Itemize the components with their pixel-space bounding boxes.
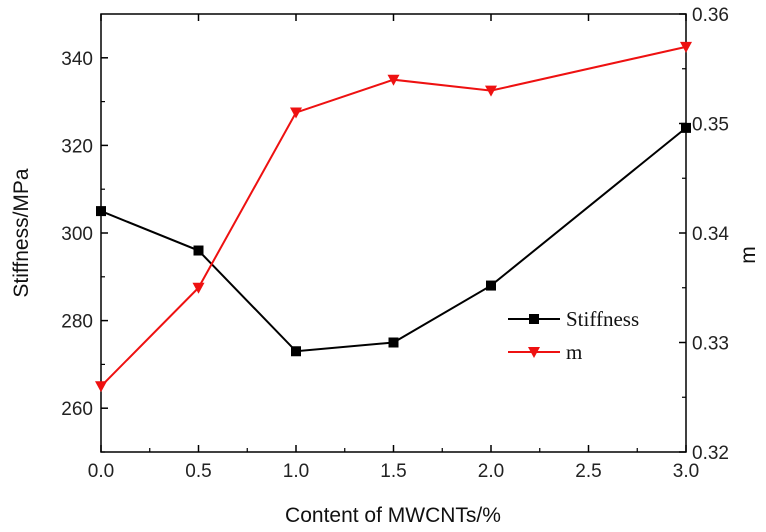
x-tick-label: 2.0 (478, 461, 504, 482)
series-line-m (100, 45, 687, 388)
y-left-tick-label: 280 (61, 312, 93, 333)
x-tick-label: 1.0 (283, 461, 309, 482)
y-right-tick-label: 0.36 (692, 5, 729, 26)
legend-stiffness-marker (529, 314, 539, 324)
y-right-tick-label: 0.34 (692, 224, 729, 245)
y-left-tick-label: 300 (61, 224, 93, 245)
data-point-stiffness (193, 245, 204, 256)
data-point-m (387, 74, 400, 86)
legend-m-label: m (566, 340, 582, 364)
y-right-tick-label: 0.33 (692, 334, 729, 355)
y-left-tick-label: 260 (61, 399, 93, 420)
data-point-m (95, 381, 107, 393)
legend: Stiffness m (508, 307, 639, 364)
x-tick-label: 0.5 (185, 461, 211, 482)
y-right-tick-label: 0.35 (692, 115, 729, 136)
y-axis-right-title: m (737, 246, 760, 264)
y-right-tick-label: 0.32 (692, 443, 729, 464)
x-axis-title: Content of MWCNTs/% (285, 504, 501, 527)
data-point-m (192, 282, 205, 294)
y-left-tick-label: 340 (61, 49, 93, 70)
x-tick-label: 3.0 (673, 461, 699, 482)
legend-m-marker (528, 347, 540, 358)
y-left-tick-label: 320 (61, 136, 93, 157)
x-tick-label: 2.5 (575, 461, 601, 482)
data-point-stiffness (681, 122, 691, 133)
data-point-stiffness (96, 206, 106, 217)
data-point-m (680, 41, 692, 53)
legend-stiffness-label: Stiffness (566, 307, 639, 331)
series-line-stiffness (100, 127, 687, 353)
data-point-stiffness (486, 280, 496, 291)
data-point-m (290, 107, 302, 119)
y-axis-left-title: Stiffness/MPa (10, 168, 33, 297)
data-point-stiffness (388, 337, 399, 348)
data-point-m (485, 85, 497, 97)
x-tick-label: 0.0 (88, 461, 114, 482)
data-point-stiffness (291, 346, 301, 357)
x-tick-label: 1.5 (380, 461, 406, 482)
